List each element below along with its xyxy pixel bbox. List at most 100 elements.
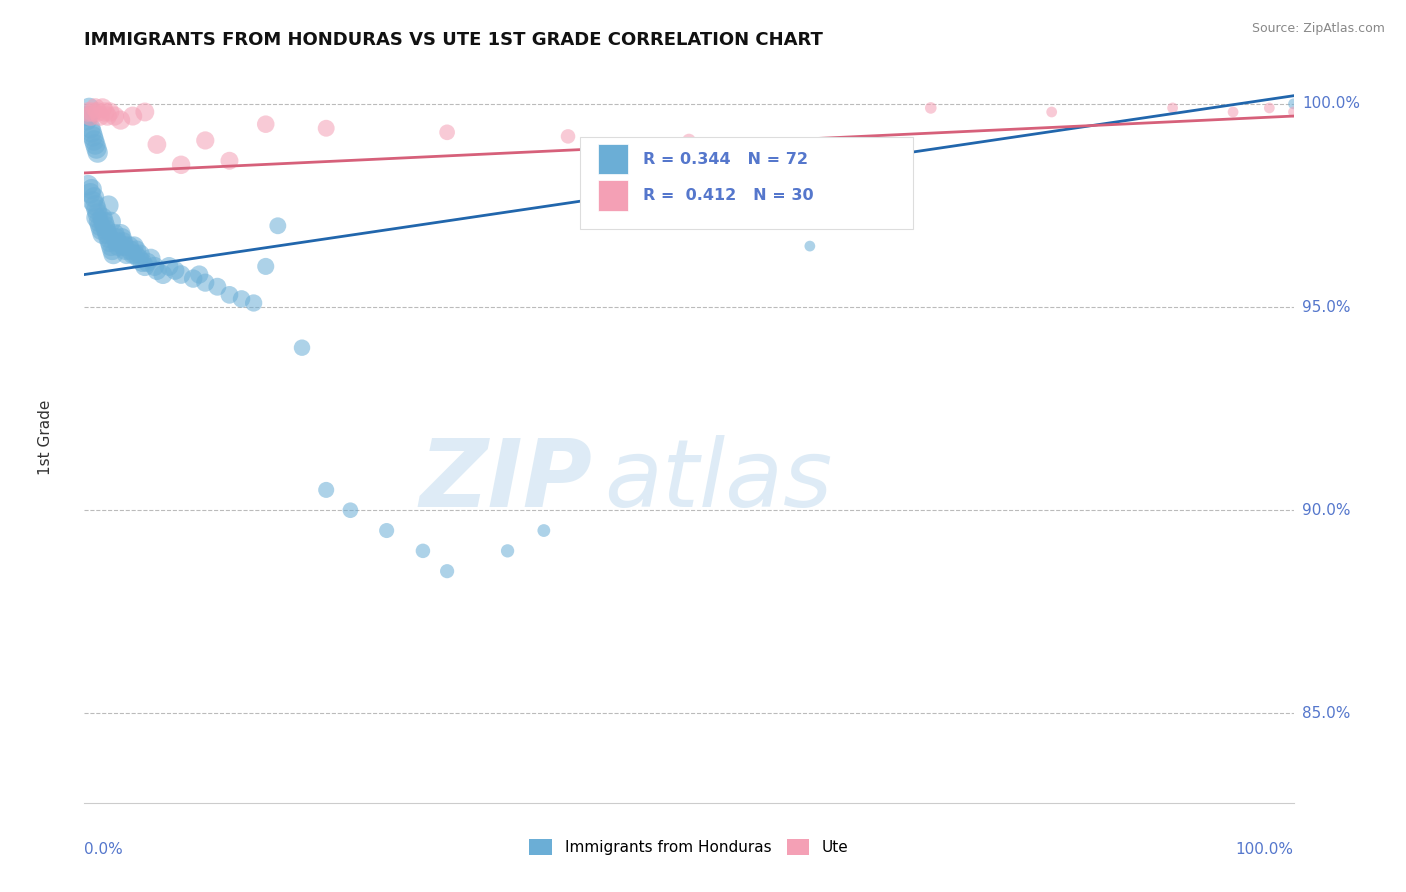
- Point: [77, 105, 100, 120]
- Point: [98, 105, 121, 120]
- Text: 100.0%: 100.0%: [1302, 96, 1360, 112]
- Point: [267, 219, 290, 233]
- Point: [79, 186, 101, 201]
- Point: [77, 178, 100, 193]
- Point: [94, 219, 117, 233]
- FancyBboxPatch shape: [599, 180, 628, 211]
- Point: [533, 524, 555, 538]
- Point: [165, 263, 187, 277]
- Point: [131, 255, 153, 269]
- Point: [436, 564, 458, 578]
- Point: [97, 231, 120, 245]
- Point: [152, 268, 174, 282]
- Point: [104, 109, 127, 123]
- Point: [134, 260, 156, 274]
- Point: [146, 263, 169, 277]
- Point: [129, 247, 152, 261]
- Point: [84, 198, 107, 212]
- Point: [121, 109, 143, 123]
- Point: [128, 252, 150, 266]
- Point: [84, 101, 107, 115]
- Text: 90.0%: 90.0%: [1302, 503, 1350, 517]
- Point: [315, 483, 337, 497]
- Point: [157, 260, 180, 274]
- Point: [254, 260, 277, 274]
- Text: R =  0.412   N = 30: R = 0.412 N = 30: [643, 188, 814, 203]
- Point: [104, 227, 127, 241]
- Point: [557, 129, 579, 144]
- Point: [112, 235, 135, 249]
- Point: [86, 206, 108, 220]
- Text: 85.0%: 85.0%: [1302, 706, 1350, 721]
- Point: [110, 113, 132, 128]
- Point: [94, 223, 117, 237]
- Point: [1282, 96, 1305, 111]
- Text: 1st Grade: 1st Grade: [38, 400, 53, 475]
- Point: [146, 137, 169, 152]
- Text: 0.0%: 0.0%: [84, 842, 124, 856]
- Text: atlas: atlas: [605, 435, 832, 526]
- Point: [136, 255, 159, 269]
- Point: [114, 243, 136, 257]
- Point: [79, 121, 101, 136]
- Point: [218, 288, 240, 302]
- Point: [80, 125, 103, 139]
- Point: [79, 109, 101, 123]
- Point: [207, 279, 229, 293]
- Point: [101, 243, 124, 257]
- Point: [120, 243, 142, 257]
- Point: [97, 198, 120, 212]
- Point: [170, 268, 193, 282]
- Point: [436, 125, 458, 139]
- Text: R = 0.344   N = 72: R = 0.344 N = 72: [643, 152, 808, 167]
- Point: [188, 268, 211, 282]
- Point: [91, 211, 114, 225]
- Point: [496, 544, 519, 558]
- Point: [100, 239, 122, 253]
- Point: [122, 239, 145, 253]
- Point: [242, 296, 264, 310]
- Point: [121, 247, 143, 261]
- Point: [103, 247, 125, 261]
- Point: [77, 109, 100, 123]
- Point: [143, 260, 166, 274]
- Point: [93, 215, 115, 229]
- Point: [98, 235, 121, 249]
- Point: [96, 109, 118, 123]
- Point: [80, 182, 103, 196]
- Point: [799, 239, 821, 253]
- Point: [1258, 101, 1281, 115]
- Point: [89, 109, 111, 123]
- Text: IMMIGRANTS FROM HONDURAS VS UTE 1ST GRADE CORRELATION CHART: IMMIGRANTS FROM HONDURAS VS UTE 1ST GRAD…: [84, 31, 824, 49]
- Point: [82, 105, 104, 120]
- Point: [107, 239, 129, 253]
- Point: [86, 145, 108, 160]
- Point: [83, 133, 105, 147]
- Point: [86, 142, 108, 156]
- Point: [194, 133, 217, 147]
- Point: [115, 247, 138, 261]
- Point: [89, 219, 111, 233]
- Point: [77, 101, 100, 115]
- FancyBboxPatch shape: [581, 137, 912, 228]
- Point: [194, 276, 217, 290]
- Point: [315, 121, 337, 136]
- Point: [82, 129, 104, 144]
- Point: [678, 133, 700, 147]
- Point: [86, 105, 108, 120]
- Legend: Immigrants from Honduras, Ute: Immigrants from Honduras, Ute: [523, 833, 855, 861]
- Text: 95.0%: 95.0%: [1302, 300, 1350, 315]
- Point: [100, 215, 122, 229]
- Point: [181, 271, 204, 285]
- Point: [86, 211, 108, 225]
- Point: [84, 137, 107, 152]
- Point: [94, 105, 117, 120]
- Point: [339, 503, 361, 517]
- Point: [412, 544, 434, 558]
- Point: [91, 227, 114, 241]
- Point: [104, 231, 127, 245]
- Point: [125, 243, 148, 257]
- Point: [124, 247, 146, 261]
- Point: [139, 252, 162, 266]
- Point: [87, 215, 110, 229]
